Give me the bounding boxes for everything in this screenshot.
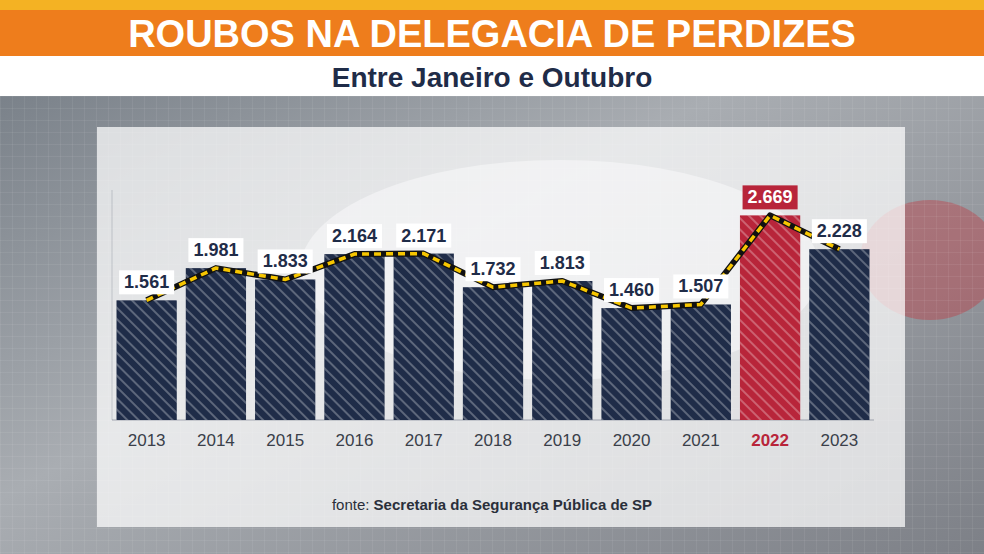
data-label-box <box>535 251 590 275</box>
data-label: 1.460 <box>609 280 654 300</box>
data-label-box <box>743 185 798 209</box>
bar <box>601 308 661 420</box>
data-label-box <box>396 224 451 248</box>
x-tick-label: 2018 <box>474 431 512 450</box>
data-label-box <box>327 224 382 248</box>
bar-hatch <box>255 279 315 420</box>
x-tick-label: 2020 <box>613 431 651 450</box>
bar-hatch <box>809 249 869 420</box>
x-tick-label: 2015 <box>266 431 304 450</box>
title: ROUBOS NA DELEGACIA DE PERDIZES <box>128 13 856 55</box>
data-label-box <box>604 278 659 302</box>
chart-root: ROUBOS NA DELEGACIA DE PERDIZES Entre Jan… <box>0 0 984 554</box>
data-label: 2.669 <box>748 187 793 207</box>
x-tick-label: 2019 <box>543 431 581 450</box>
bar-hatch <box>186 268 246 420</box>
bar <box>532 281 592 420</box>
background <box>0 0 984 554</box>
data-label: 1.732 <box>470 259 515 279</box>
plot-panel <box>97 127 905 527</box>
data-label: 1.507 <box>678 276 723 296</box>
data-label: 1.813 <box>540 253 585 273</box>
bar <box>324 254 384 420</box>
x-tick-label: 2021 <box>682 431 720 450</box>
bar-hatch <box>463 287 523 420</box>
header-stripe <box>0 0 984 10</box>
data-label-box <box>258 249 313 273</box>
source-text: Secretaria da Segurança Pública de SP <box>374 496 652 513</box>
bar <box>394 254 454 420</box>
background-grid <box>0 0 984 554</box>
trend-line-outline <box>147 215 840 308</box>
labels: 1.561 2013 1.981 2014 1.833 2015 2.164 2016 2.17… <box>119 185 867 450</box>
bar <box>117 300 177 420</box>
data-label: 1.981 <box>193 240 238 260</box>
y-axis-line <box>112 190 113 420</box>
bar-hatch <box>394 254 454 420</box>
bar-hatch <box>671 304 731 420</box>
bar-hatch <box>117 300 177 420</box>
bar <box>671 304 731 420</box>
x-tick-label: 2023 <box>820 431 858 450</box>
trend-line <box>147 215 840 308</box>
bar <box>255 279 315 420</box>
subtitle-band <box>0 56 984 96</box>
bar <box>463 287 523 420</box>
data-label-box <box>188 238 243 262</box>
data-label: 2.171 <box>401 226 446 246</box>
bar-hatch <box>601 308 661 420</box>
data-label: 2.164 <box>332 226 377 246</box>
x-tick-label: 2016 <box>336 431 374 450</box>
source-label: fonte: <box>332 496 374 513</box>
marks <box>117 215 870 420</box>
bar-hatch <box>324 254 384 420</box>
x-tick-label: 2017 <box>405 431 443 450</box>
data-label-box <box>812 219 867 243</box>
x-tick-label: 2014 <box>197 431 235 450</box>
bar <box>186 268 246 420</box>
data-label: 2.228 <box>817 221 862 241</box>
x-tick-label: 2022 <box>751 431 789 450</box>
data-label: 1.833 <box>263 251 308 271</box>
subtitle: Entre Janeiro e Outubro <box>332 62 653 93</box>
bar <box>809 249 869 420</box>
header-band <box>0 10 984 56</box>
bar-hatch <box>532 281 592 420</box>
source: fonte: Secretaria da Segurança Pública d… <box>332 496 652 513</box>
data-label-box <box>465 257 520 281</box>
x-tick-label: 2013 <box>128 431 166 450</box>
data-label-box <box>673 274 728 298</box>
data-label: 1.561 <box>124 272 169 292</box>
data-label-box <box>119 270 174 294</box>
